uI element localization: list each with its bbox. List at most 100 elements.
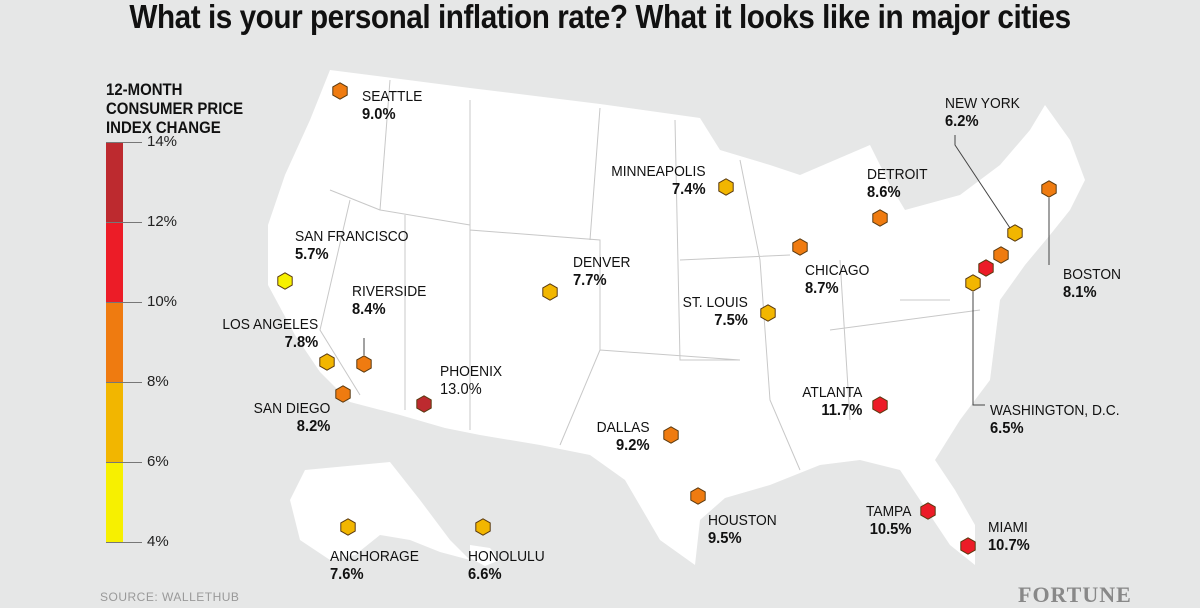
legend-tick-label: 10% — [147, 293, 178, 310]
city-name: ANCHORAGE — [330, 548, 419, 565]
legend-tick-label: 6% — [147, 453, 169, 470]
city-name: MINNEAPOLIS — [611, 163, 706, 180]
city-name: DETROIT — [867, 166, 928, 183]
city-marker-hexagon-icon — [1041, 180, 1057, 198]
legend-tick-label: 14% — [147, 133, 178, 150]
leader-lines — [363, 135, 1050, 406]
city-inflation-value: 11.7% — [821, 402, 862, 419]
city-name: PHOENIX — [440, 363, 503, 380]
city-label: PHOENIX 13.0% — [440, 363, 502, 399]
city-label: WASHINGTON, D.C. 6.5% — [990, 402, 1120, 438]
page-title: What is your personal inflation rate? Wh… — [129, 0, 1071, 35]
city-label: MIAMI 10.7% — [988, 519, 1030, 555]
legend-band — [106, 142, 123, 222]
city-name: SAN FRANCISCO — [295, 228, 409, 245]
city-marker-hexagon-icon — [340, 518, 356, 536]
city-marker-hexagon-icon — [872, 209, 888, 227]
legend-tick — [106, 542, 142, 543]
state-borders — [319, 79, 981, 471]
city-inflation-value: 10.5% — [869, 521, 911, 538]
city-label: LOS ANGELES 7.8% — [222, 316, 318, 352]
city-inflation-value: 7.8% — [284, 334, 318, 351]
city-inflation-value: 7.7% — [573, 272, 607, 289]
city-marker-hexagon-icon — [760, 304, 776, 322]
city-inflation-value: 9.2% — [616, 437, 650, 454]
city-inflation-value: 8.2% — [296, 418, 330, 435]
city-marker-hexagon-icon — [356, 355, 372, 373]
legend-tick — [106, 222, 142, 223]
city-label: HONOLULU 6.6% — [468, 548, 545, 584]
city-label: ANCHORAGE 7.6% — [330, 548, 419, 584]
city-marker-hexagon-icon — [960, 537, 976, 555]
city-inflation-value: 6.6% — [468, 566, 502, 583]
unlabeled-marker-hexagon-icon — [978, 259, 994, 277]
fortune-logo: FORTUNE — [1018, 582, 1132, 607]
city-marker-hexagon-icon — [277, 272, 293, 290]
city-inflation-value: 8.1% — [1063, 284, 1097, 301]
legend-band — [106, 302, 123, 382]
city-marker-hexagon-icon — [416, 395, 432, 413]
city-label: SAN DIEGO 8.2% — [253, 400, 330, 436]
unlabeled-marker-hexagon-icon — [993, 246, 1009, 264]
city-label: NEW YORK 6.2% — [945, 95, 1020, 131]
city-label: RIVERSIDE 8.4% — [352, 283, 426, 319]
city-inflation-value: 8.7% — [805, 280, 839, 297]
city-label: HOUSTON 9.5% — [708, 512, 777, 548]
legend-color-bar — [106, 142, 123, 542]
city-marker-hexagon-icon — [920, 502, 936, 520]
legend-tick-label: 8% — [147, 373, 169, 390]
city-marker-hexagon-icon — [542, 283, 558, 301]
city-name: ST. LOUIS — [682, 294, 748, 311]
city-label: SAN FRANCISCO 5.7% — [295, 228, 408, 264]
legend-band — [106, 462, 123, 542]
city-name: SAN DIEGO — [253, 400, 330, 417]
city-name: BOSTON — [1063, 266, 1122, 283]
city-inflation-value: 7.4% — [672, 181, 706, 198]
city-name: CHICAGO — [805, 262, 870, 279]
legend-title-line: INDEX CHANGE — [106, 118, 221, 137]
legend-band — [106, 222, 123, 302]
city-inflation-value: 10.7% — [988, 537, 1030, 554]
city-inflation-value: 7.5% — [714, 312, 748, 329]
city-inflation-value: 9.5% — [708, 530, 742, 547]
city-name: LOS ANGELES — [222, 316, 318, 333]
city-inflation-value: 7.6% — [330, 566, 364, 583]
contiguous-us-shape — [268, 70, 1085, 565]
city-marker-hexagon-icon — [792, 238, 808, 256]
city-inflation-value: 6.5% — [990, 420, 1024, 437]
city-label: TAMPA 10.5% — [866, 503, 911, 539]
city-marker-hexagon-icon — [965, 274, 981, 292]
city-marker-hexagon-icon — [690, 487, 706, 505]
alaska-shape — [290, 462, 470, 560]
city-name: HONOLULU — [468, 548, 545, 565]
legend-title-line: CONSUMER PRICE — [106, 99, 244, 118]
city-label: CHICAGO 8.7% — [805, 262, 869, 298]
source-note: SOURCE: WALLETHUB — [100, 590, 240, 604]
city-name: DALLAS — [597, 419, 650, 436]
city-name: SEATTLE — [362, 88, 423, 105]
legend-tick — [106, 382, 142, 383]
city-marker-hexagon-icon — [332, 82, 348, 100]
city-name: NEW YORK — [945, 95, 1020, 112]
city-label: SEATTLE 9.0% — [362, 88, 422, 124]
city-name: HOUSTON — [708, 512, 777, 529]
legend-tick — [106, 302, 142, 303]
city-name: RIVERSIDE — [352, 283, 427, 300]
city-inflation-value: 8.4% — [352, 301, 386, 318]
hawaii-shape — [470, 545, 500, 566]
city-inflation-value: 9.0% — [362, 106, 396, 123]
city-inflation-value: 5.7% — [295, 246, 329, 263]
city-marker-hexagon-icon — [319, 353, 335, 371]
city-marker-hexagon-icon — [475, 518, 491, 536]
legend-band — [106, 382, 123, 462]
legend-tick-label: 4% — [147, 533, 169, 550]
legend-title-line: 12-MONTH — [106, 80, 183, 99]
city-name: WASHINGTON, D.C. — [990, 402, 1120, 419]
city-label: DALLAS 9.2% — [597, 419, 650, 455]
city-label: DENVER 7.7% — [573, 254, 631, 290]
city-marker-hexagon-icon — [718, 178, 734, 196]
city-label: MINNEAPOLIS 7.4% — [612, 163, 706, 199]
city-name: MIAMI — [988, 519, 1028, 536]
city-marker-hexagon-icon — [663, 426, 679, 444]
city-inflation-value: 8.6% — [867, 184, 901, 201]
